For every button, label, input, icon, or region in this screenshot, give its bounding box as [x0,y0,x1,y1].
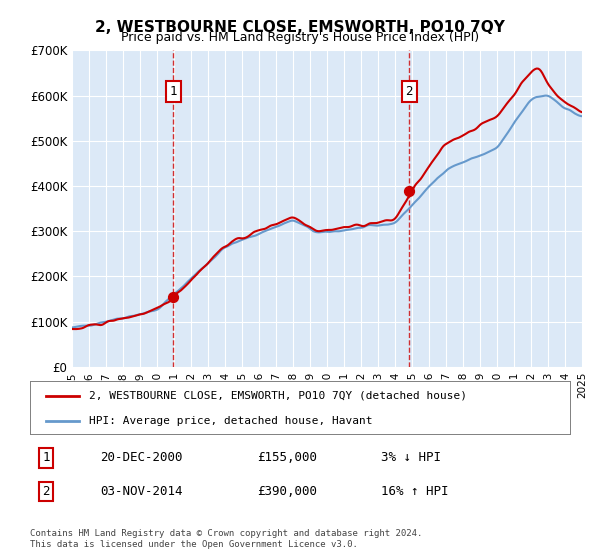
Point [169,292,178,301]
Text: 2: 2 [43,485,50,498]
Text: 16% ↑ HPI: 16% ↑ HPI [381,485,449,498]
Text: Contains HM Land Registry data © Crown copyright and database right 2024.
This d: Contains HM Land Registry data © Crown c… [30,529,422,549]
Text: HPI: Average price, detached house, Havant: HPI: Average price, detached house, Hava… [89,416,373,426]
Point [404,186,414,195]
Text: 20-DEC-2000: 20-DEC-2000 [100,451,182,464]
Text: 3% ↓ HPI: 3% ↓ HPI [381,451,441,464]
Text: Price paid vs. HM Land Registry's House Price Index (HPI): Price paid vs. HM Land Registry's House … [121,31,479,44]
Text: 2, WESTBOURNE CLOSE, EMSWORTH, PO10 7QY (detached house): 2, WESTBOURNE CLOSE, EMSWORTH, PO10 7QY … [89,391,467,401]
Text: £155,000: £155,000 [257,451,317,464]
Text: 2, WESTBOURNE CLOSE, EMSWORTH, PO10 7QY: 2, WESTBOURNE CLOSE, EMSWORTH, PO10 7QY [95,20,505,35]
Text: 1: 1 [43,451,50,464]
Text: 1: 1 [170,85,177,98]
Text: 2: 2 [406,85,413,98]
Text: 03-NOV-2014: 03-NOV-2014 [100,485,182,498]
Text: £390,000: £390,000 [257,485,317,498]
